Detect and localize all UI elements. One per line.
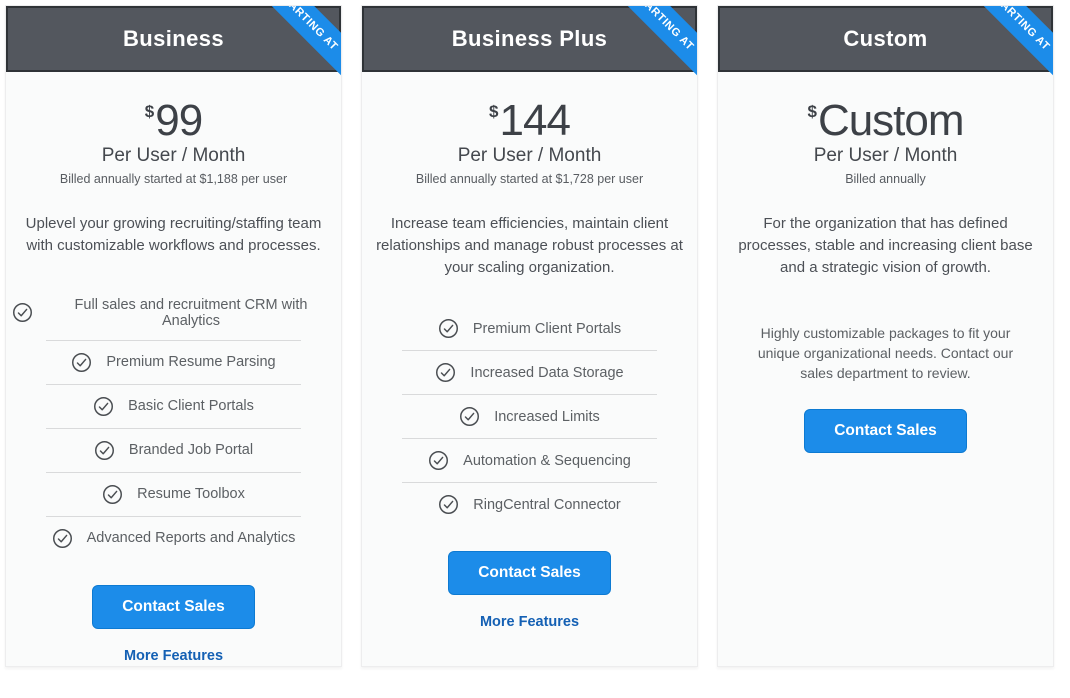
feature-list: Full sales and recruitment CRM with Anal… <box>6 287 341 559</box>
card-body: $144 Per User / Month Billed annually st… <box>362 96 697 631</box>
feature-label: Full sales and recruitment CRM with Anal… <box>74 296 308 329</box>
feature-separator <box>46 515 301 517</box>
check-circle-outline-icon <box>93 396 114 417</box>
price-block: $99 Per User / Month Billed annually sta… <box>6 96 341 187</box>
price-amount: Custom <box>817 96 965 145</box>
feature-separator <box>46 383 301 385</box>
feature-item: Full sales and recruitment CRM with Anal… <box>6 287 341 339</box>
check-circle-outline-icon <box>428 450 449 471</box>
feature-item: Automation & Sequencing <box>362 440 697 481</box>
plan-description: Uplevel your growing recruiting/staffing… <box>25 215 322 254</box>
currency-symbol: $ <box>489 102 499 121</box>
price-period: Per User / Month <box>813 145 958 167</box>
feature-item: Increased Data Storage <box>362 352 697 393</box>
feature-separator <box>46 427 301 429</box>
check-circle-outline-icon <box>12 302 33 323</box>
price: $99 <box>6 96 341 145</box>
feature-item: Premium Resume Parsing <box>6 342 341 383</box>
feature-separator <box>46 471 301 473</box>
starting-at-ribbon-label: STARTING AT <box>230 6 341 99</box>
starting-at-ribbon-label: STARTING AT <box>942 6 1053 99</box>
feature-label: Resume Toolbox <box>137 486 245 503</box>
feature-label: Increased Limits <box>494 408 600 425</box>
feature-list: Premium Client Portals Increased Data St… <box>362 308 697 525</box>
feature-item: Premium Client Portals <box>362 308 697 349</box>
currency-symbol: $ <box>807 102 817 121</box>
check-circle-outline-icon <box>459 406 480 427</box>
price: $Custom <box>718 96 1053 145</box>
custom-plan-note: Highly customizable packages to fit your… <box>757 325 1014 381</box>
feature-separator <box>402 350 657 352</box>
feature-item: Basic Client Portals <box>6 386 341 427</box>
pricing-card: Business Plus STARTING AT $144 Per User … <box>361 5 698 667</box>
feature-label: Branded Job Portal <box>128 442 254 459</box>
billing-note: Billed annually started at $1,728 per us… <box>415 172 644 187</box>
feature-item: Resume Toolbox <box>6 474 341 515</box>
check-circle-outline-icon <box>71 352 92 373</box>
check-circle-outline-icon <box>438 318 459 339</box>
price-block: $144 Per User / Month Billed annually st… <box>362 96 697 187</box>
plan-title: Custom <box>843 26 928 51</box>
feature-separator <box>402 438 657 440</box>
feature-item: Branded Job Portal <box>6 430 341 471</box>
card-body: $99 Per User / Month Billed annually sta… <box>6 96 341 664</box>
billing-note: Billed annually started at $1,188 per us… <box>59 172 288 187</box>
price-block: $Custom Per User / Month Billed annually <box>718 96 1053 187</box>
corner-ribbon: STARTING AT <box>223 6 341 124</box>
corner-ribbon: STARTING AT <box>579 6 697 124</box>
plan-description: For the organization that has defined pr… <box>738 215 1033 276</box>
plan-title: Business <box>122 26 225 51</box>
feature-separator <box>402 394 657 396</box>
corner-ribbon: STARTING AT <box>935 6 1053 124</box>
feature-label: Automation & Sequencing <box>463 452 631 469</box>
feature-label: Basic Client Portals <box>128 398 254 415</box>
card-body: $Custom Per User / Month Billed annually… <box>718 96 1053 454</box>
pricing-cards: Business STARTING AT $99 Per User / Mont… <box>5 5 1054 667</box>
currency-symbol: $ <box>144 102 155 121</box>
check-circle-outline-icon <box>52 528 73 549</box>
plan-title: Business Plus <box>451 26 608 51</box>
feature-separator <box>402 482 657 484</box>
feature-label: Increased Data Storage <box>470 364 624 381</box>
feature-label: RingCentral Connector <box>473 496 621 513</box>
price-period: Per User / Month <box>457 145 602 167</box>
price-amount: 99 <box>155 96 203 145</box>
contact-sales-button[interactable]: Contact Sales <box>92 584 255 629</box>
feature-label: Premium Resume Parsing <box>106 354 276 371</box>
check-circle-outline-icon <box>435 362 456 383</box>
pricing-card: Custom STARTING AT $Custom Per User / Mo… <box>717 5 1054 667</box>
feature-label: Advanced Reports and Analytics <box>86 530 296 547</box>
plan-description: Increase team efficiencies, maintain cli… <box>376 215 683 276</box>
check-circle-outline-icon <box>94 440 115 461</box>
feature-item: Advanced Reports and Analytics <box>6 518 341 559</box>
price: $144 <box>362 96 697 145</box>
contact-sales-button[interactable]: Contact Sales <box>804 409 967 454</box>
check-circle-outline-icon <box>438 494 459 515</box>
feature-item: RingCentral Connector <box>362 484 697 525</box>
more-features-link[interactable]: More Features <box>479 614 580 631</box>
starting-at-ribbon-label: STARTING AT <box>586 6 697 99</box>
price-period: Per User / Month <box>101 145 246 167</box>
feature-separator <box>46 339 301 341</box>
more-features-link[interactable]: More Features <box>123 647 224 664</box>
check-circle-outline-icon <box>102 484 123 505</box>
price-amount: 144 <box>499 96 571 145</box>
feature-label: Premium Client Portals <box>472 320 622 337</box>
pricing-card: Business STARTING AT $99 Per User / Mont… <box>5 5 342 667</box>
contact-sales-button[interactable]: Contact Sales <box>448 551 611 596</box>
feature-item: Increased Limits <box>362 396 697 437</box>
billing-note: Billed annually <box>845 172 926 187</box>
